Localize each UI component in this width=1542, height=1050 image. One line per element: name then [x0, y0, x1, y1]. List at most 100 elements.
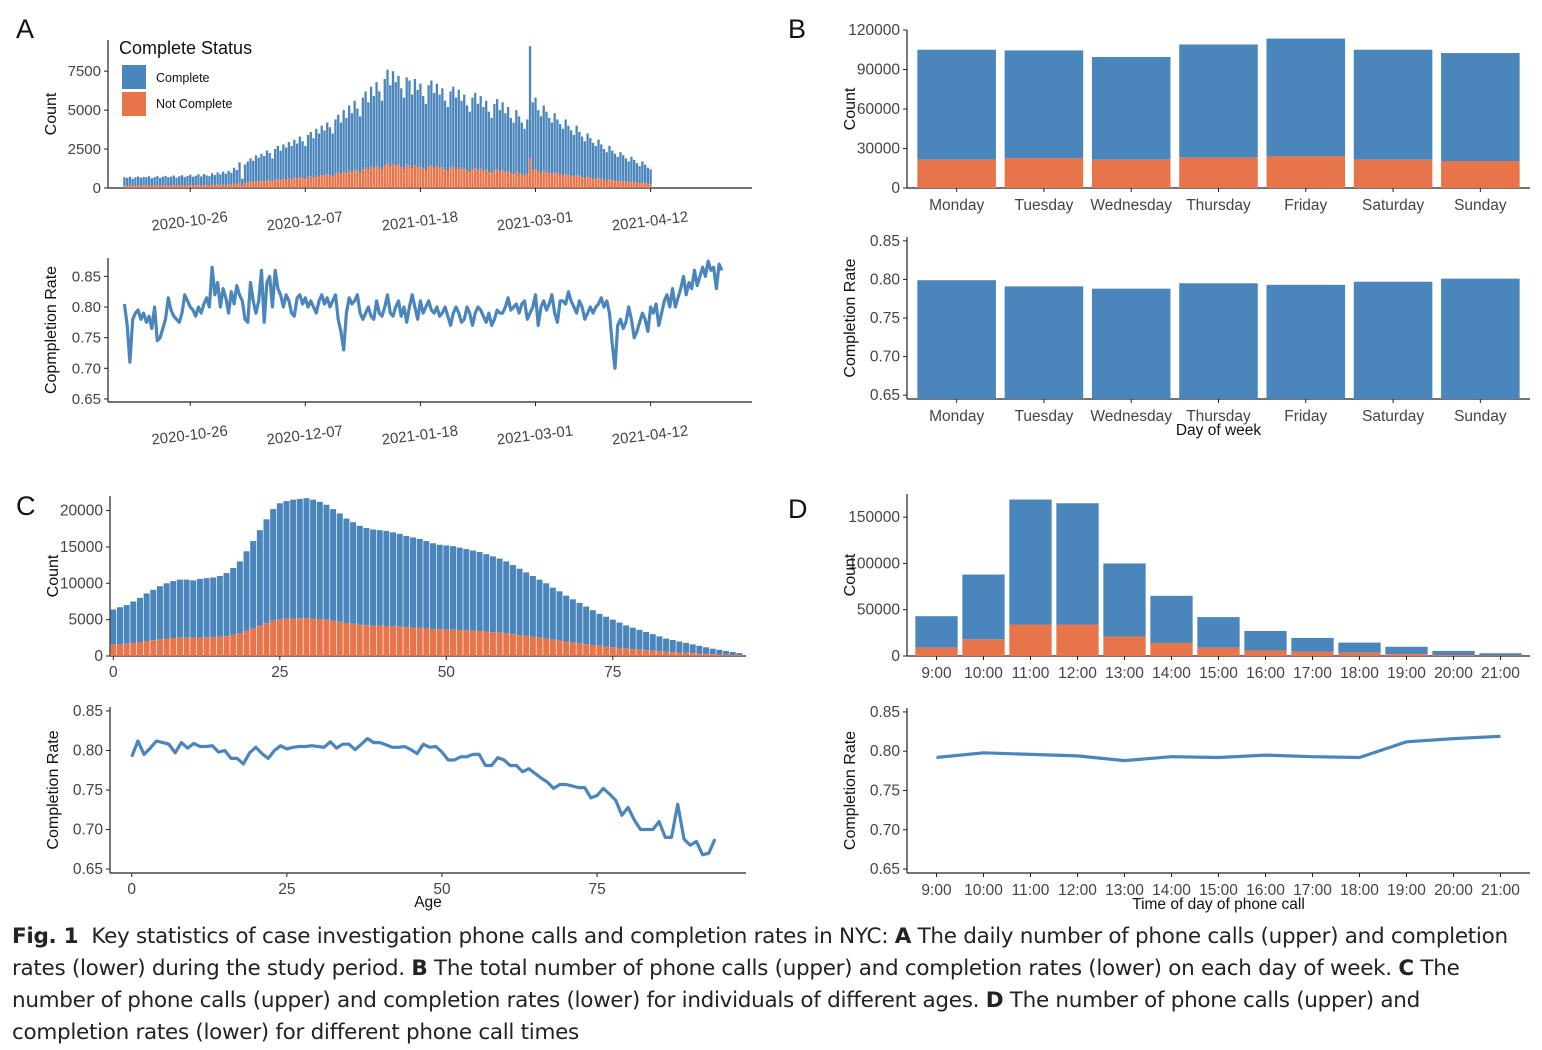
y-tick-label: 0: [891, 648, 900, 665]
bar-complete: [375, 82, 378, 166]
bar-complete: [421, 96, 425, 169]
bar-not-complete: [147, 185, 151, 188]
chart-c-completion-by-age: 0.65 0.70 0.75 0.80 0.85 Completion Rate 0 25 50…: [45, 703, 746, 911]
bar-not-complete: [423, 628, 430, 656]
bar-not-complete: [156, 639, 163, 656]
bar-complete: [435, 83, 439, 167]
bar-complete: [383, 530, 390, 626]
bar-complete: [1056, 503, 1099, 625]
bar-complete: [356, 108, 359, 172]
y-axis-label: Completion Rate: [45, 730, 62, 849]
y-tick-label: 150000: [848, 509, 900, 526]
bar-complete: [219, 174, 222, 186]
bar-complete: [460, 100, 463, 170]
bar-complete: [170, 581, 177, 639]
x-tick-label: 75: [604, 664, 621, 681]
bar-not-complete: [202, 185, 206, 188]
x-tick-label: 17:00: [1293, 882, 1332, 899]
bar-not-complete: [624, 181, 628, 188]
bar-complete: [616, 156, 619, 182]
bar-complete: [397, 75, 400, 165]
bar-complete: [315, 128, 318, 176]
bar-not-complete: [556, 640, 563, 656]
bar-complete: [317, 133, 321, 177]
x-tick-label: 2020-12-07: [266, 422, 344, 448]
bar-not-complete: [405, 164, 408, 188]
bar-complete: [163, 583, 170, 639]
bar-not-complete: [638, 183, 641, 188]
bar-not-complete: [962, 639, 1005, 656]
bar-not-complete: [123, 643, 130, 656]
bar-complete: [709, 648, 716, 655]
bar-not-complete: [400, 167, 403, 188]
y-tick-label: 0.75: [72, 330, 101, 347]
bar-not-complete: [917, 159, 996, 188]
bar-completion-rate: [1266, 284, 1346, 399]
bar-not-complete: [196, 637, 203, 656]
bar-complete: [545, 111, 548, 172]
bar-not-complete: [167, 185, 170, 188]
bar-complete: [613, 153, 617, 181]
bar-not-complete: [243, 183, 247, 188]
bar-not-complete: [175, 185, 178, 188]
panel-label-a: A: [16, 14, 34, 44]
bar-complete: [123, 605, 130, 644]
x-tick-label: 2021-01-18: [381, 422, 459, 448]
bar-complete: [490, 117, 493, 174]
bar-complete: [298, 136, 301, 178]
y-tick-label: 0.85: [870, 704, 900, 721]
bar-not-complete: [482, 170, 485, 188]
chart-d-completion-by-hour: 0.65 0.70 0.75 0.80 0.85 Completion Rate 9:00 1…: [842, 704, 1530, 913]
bar-complete: [213, 175, 217, 186]
bar-complete: [543, 583, 550, 639]
bar-not-complete: [454, 169, 458, 188]
bar-complete: [238, 162, 241, 183]
legend-swatch-not-complete: [122, 92, 146, 116]
bar-not-complete: [1266, 156, 1346, 188]
chart-c-calls-by-age: 0 5000 10000 15000 20000 Count 0 25 50 75: [45, 496, 746, 681]
x-tick-label: Thursday: [1186, 408, 1251, 425]
x-tick-label: Monday: [929, 408, 984, 425]
y-tick-label: 0.80: [72, 299, 101, 316]
bar-not-complete: [575, 174, 578, 188]
bar-not-complete: [331, 176, 334, 188]
bar-not-complete: [483, 631, 490, 656]
x-tick-label: 9:00: [921, 665, 952, 682]
bar-not-complete: [227, 184, 230, 188]
bar-complete: [531, 102, 534, 171]
bar-complete: [400, 88, 403, 168]
bar-complete: [396, 533, 403, 627]
bar-not-complete: [270, 620, 277, 656]
bar-complete: [441, 88, 444, 168]
x-tick-label: Wednesday: [1090, 197, 1172, 214]
bar-complete: [506, 106, 510, 171]
bar-complete: [136, 176, 140, 186]
bar-complete: [567, 125, 570, 175]
bar-not-complete: [583, 644, 590, 656]
bar-complete: [178, 176, 181, 186]
bar-complete: [246, 161, 249, 183]
bar-not-complete: [172, 185, 175, 188]
bar-not-complete: [323, 175, 326, 188]
bar-not-complete: [390, 626, 397, 656]
bar-not-complete: [501, 170, 504, 188]
bar-not-complete: [254, 181, 258, 188]
x-tick-label: Saturday: [1362, 408, 1424, 425]
bar-complete: [633, 159, 636, 183]
bar-complete: [723, 650, 730, 655]
bar-complete: [729, 652, 736, 656]
y-axis-label: Copmpletion Rate: [43, 266, 60, 394]
bar-complete: [284, 147, 288, 180]
x-tick-label: 75: [588, 881, 605, 898]
bar-not-complete: [496, 632, 503, 656]
bar-complete: [282, 144, 285, 179]
bar-not-complete: [630, 181, 633, 188]
bar-complete: [290, 145, 293, 180]
bar-complete: [200, 176, 203, 186]
bar-not-complete: [312, 177, 315, 188]
bar-not-complete: [271, 181, 274, 188]
bar-complete: [622, 155, 625, 182]
bar-not-complete: [190, 637, 197, 656]
bar-not-complete: [643, 650, 650, 656]
bar-complete: [509, 117, 512, 174]
